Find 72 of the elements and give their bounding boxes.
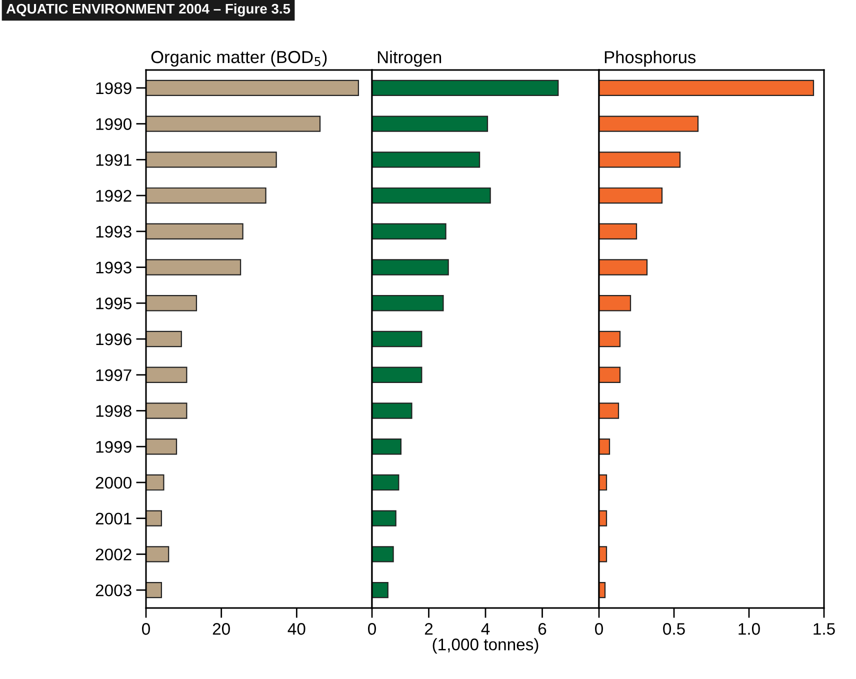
y-tick-label: 1991 bbox=[96, 154, 132, 166]
bar bbox=[599, 116, 699, 132]
bar bbox=[599, 295, 632, 312]
x-tick-label: 6 bbox=[538, 623, 546, 635]
bar bbox=[599, 152, 681, 168]
bar bbox=[146, 402, 188, 419]
bar bbox=[146, 259, 242, 276]
y-tick-label: 1999 bbox=[96, 441, 132, 453]
bar bbox=[599, 366, 621, 383]
bar bbox=[146, 116, 321, 132]
bar bbox=[599, 223, 638, 240]
chart-title: Phosphorus bbox=[604, 50, 696, 67]
bar bbox=[146, 187, 266, 204]
x-tick-label: 0 bbox=[595, 623, 603, 635]
x-tick-label: 0 bbox=[368, 623, 376, 635]
y-tick-label: 1993 bbox=[96, 226, 132, 238]
bar bbox=[599, 438, 610, 455]
bar bbox=[372, 330, 422, 348]
x-tick-label: 1.0 bbox=[738, 623, 760, 635]
bar bbox=[599, 259, 648, 276]
bar bbox=[599, 402, 620, 419]
bar bbox=[146, 80, 359, 96]
bar bbox=[146, 510, 162, 526]
text: AQUATIC ENVIRONMENT 2004 – Figure 3.5 bbox=[6, 3, 290, 17]
bar bbox=[372, 80, 559, 96]
bar bbox=[372, 510, 396, 526]
bar bbox=[372, 546, 394, 562]
y-tick-label: 1990 bbox=[96, 118, 132, 130]
bar bbox=[146, 546, 170, 562]
x-tick-label: 2 bbox=[424, 623, 433, 635]
bar bbox=[372, 223, 446, 240]
bar bbox=[372, 438, 402, 455]
x-axis-title: (1,000 tonnes) bbox=[432, 638, 538, 654]
y-tick-label: 1997 bbox=[96, 369, 132, 382]
x-tick-label: 1.5 bbox=[814, 623, 835, 635]
bar bbox=[372, 474, 400, 491]
y-tick-label: 1993 bbox=[96, 262, 132, 274]
bar bbox=[372, 187, 491, 204]
y-tick-label: 1989 bbox=[96, 82, 132, 94]
bar bbox=[146, 438, 178, 455]
bar bbox=[146, 474, 164, 491]
bar bbox=[372, 259, 449, 276]
bar bbox=[146, 295, 198, 312]
bar bbox=[372, 295, 444, 312]
y-tick-label: 2000 bbox=[96, 476, 132, 489]
y-tick-label: 1998 bbox=[96, 405, 132, 417]
bar bbox=[146, 223, 244, 240]
bar bbox=[599, 330, 621, 348]
y-tick-label: 1995 bbox=[96, 298, 132, 310]
bar bbox=[599, 187, 663, 204]
y-tick-label: 2002 bbox=[96, 548, 132, 560]
x-tick-label: 4 bbox=[481, 623, 490, 635]
bar bbox=[146, 152, 277, 168]
bar bbox=[146, 330, 182, 348]
chart-title: Nitrogen bbox=[378, 50, 442, 67]
y-tick-label: 1996 bbox=[96, 333, 132, 346]
x-tick-label: 0.5 bbox=[663, 623, 685, 635]
y-tick-label: 2003 bbox=[96, 584, 132, 596]
x-tick-label: 20 bbox=[212, 623, 230, 635]
chart-title: Organic matter (BOD$_{5}$) bbox=[151, 50, 327, 67]
bar bbox=[146, 582, 162, 598]
bar bbox=[599, 80, 814, 96]
y-tick-label: 2001 bbox=[96, 512, 132, 525]
bar bbox=[372, 366, 422, 383]
bar bbox=[372, 152, 480, 168]
bar bbox=[372, 116, 488, 132]
x-tick-label: 40 bbox=[288, 623, 306, 635]
bar bbox=[372, 402, 412, 419]
bar bbox=[146, 366, 188, 383]
x-tick-label: 0 bbox=[142, 623, 150, 635]
bar bbox=[372, 582, 388, 598]
y-tick-label: 1992 bbox=[96, 190, 132, 202]
